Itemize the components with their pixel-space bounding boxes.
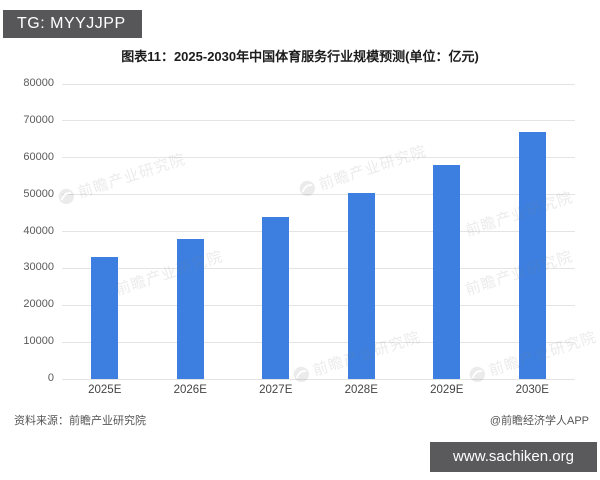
y-axis-tick-label: 50000 [23,187,54,200]
credit-text: @前瞻经济学人APP [489,415,589,427]
bar-2027E [262,216,290,379]
bar-column-2028E [319,84,405,379]
source-text: 资料来源：前瞻产业研究院 [14,415,146,427]
gridline [62,341,575,343]
chart-title: 图表11：2025-2030年中国体育服务行业规模预测(单位：亿元) [121,49,479,64]
x-axis-tick-label: 2029E [430,384,464,396]
gridline [62,304,575,306]
bar-2030E [518,131,546,379]
bar-column-2030E [490,84,576,379]
bar-2028E [347,192,375,379]
y-axis-tick-label: 10000 [23,335,54,348]
x-axis-tick-label: 2027E [259,384,293,396]
footer: 资料来源：前瞻产业研究院 @前瞻经济学人APP [14,412,589,428]
x-axis-tick-label: 2028E [344,384,378,396]
y-axis-tick-label: 40000 [23,224,54,237]
y-axis-tick-label: 20000 [23,298,54,311]
bar-2025E [91,257,119,379]
gridline [62,194,575,196]
bar-column-2029E [404,84,490,379]
gridline [62,83,575,85]
y-axis-tick-label: 0 [47,372,54,384]
bar-column-2026E [148,84,234,379]
bar-column-2025E [62,84,148,379]
bar-column-2027E [233,84,319,379]
y-axis-tick-label: 60000 [23,150,54,163]
y-axis-tick-label: 30000 [23,261,54,274]
x-axis-tick-label: 2026E [173,384,207,396]
gridline [62,120,575,122]
y-axis-tick-label: 80000 [23,77,54,89]
plot-area [62,83,575,380]
x-axis-tick-label: 2025E [88,384,122,396]
bar-2029E [433,165,461,379]
x-axis: 2025E 2026E 2027E 2028E 2029E 2030E [62,384,575,396]
gridline [62,231,575,232]
site-watermark-badge: www.sachiken.org [430,442,597,472]
gridline [62,378,575,380]
x-axis-tick-label: 2030E [515,384,549,396]
gridline [62,157,575,159]
gridline [62,267,575,269]
tg-badge: TG: MYYJJPP [3,10,142,38]
bar-series [62,84,575,379]
y-axis-tick-label: 70000 [23,113,54,126]
bar-2026E [176,238,204,379]
